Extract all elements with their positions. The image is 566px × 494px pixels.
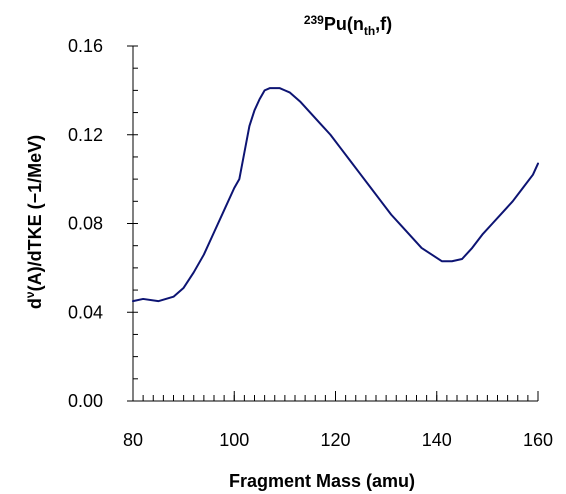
x-tick-label: 140	[422, 430, 452, 450]
y-axis-title-superscript: ν	[23, 291, 37, 298]
title-suffix: ,f)	[375, 14, 392, 34]
x-tick-label: 160	[523, 430, 553, 450]
title-superscript: 239	[304, 13, 324, 27]
title-main: Pu(n	[324, 14, 364, 34]
y-axis-title-rest: (A)/dTKE (−1/MeV)	[25, 135, 45, 292]
y-tick-label: 0.12	[68, 125, 103, 145]
x-tick-label: 80	[123, 430, 143, 450]
y-tick-label: 0.00	[68, 391, 103, 411]
x-tick-label: 100	[219, 430, 249, 450]
x-tick-label: 120	[320, 430, 350, 450]
y-axis-title-text: dν(A)/dTKE (−1/MeV)	[23, 135, 45, 309]
title-subscript: th	[364, 24, 375, 38]
y-tick-label: 0.16	[68, 36, 103, 56]
y-tick-label: 0.08	[68, 214, 103, 234]
x-axis-title: Fragment Mass (amu)	[229, 471, 415, 491]
y-axis-title-prefix: d	[25, 298, 45, 309]
y-tick-label: 0.04	[68, 302, 103, 322]
plot-area: 0.00 0.04 0.08 0.12 0.16 80 100 120 140 160	[68, 36, 553, 450]
chart-title-text: 239Pu(nth,f)	[304, 13, 392, 38]
series-line-1	[132, 87, 539, 303]
chart-title: 239Pu(nth,f)	[304, 13, 392, 38]
y-axis-title: dν(A)/dTKE (−1/MeV)	[23, 135, 45, 309]
